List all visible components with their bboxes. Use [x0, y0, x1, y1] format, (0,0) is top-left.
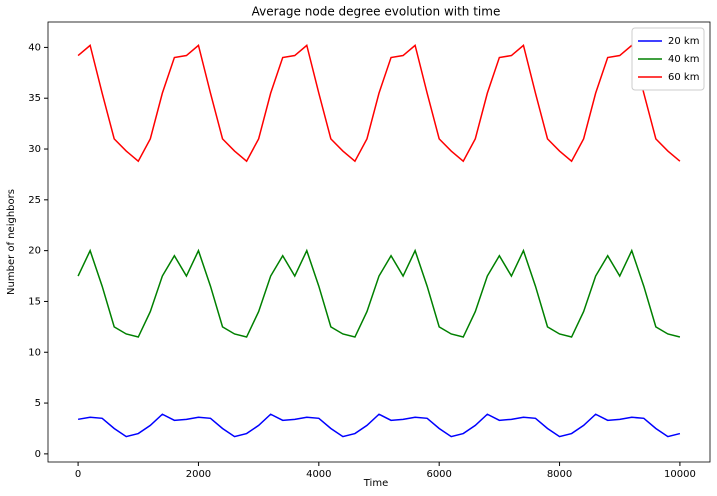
legend-box	[631, 27, 705, 91]
y-tick-label: 15	[28, 296, 41, 307]
y-tick-label: 0	[35, 449, 41, 460]
y-tick-label: 30	[28, 144, 41, 155]
x-tick-label: 8000	[547, 469, 572, 480]
y-tick-label: 10	[28, 347, 41, 358]
chart-title: Average node degree evolution with time	[252, 5, 501, 19]
x-tick-label: 6000	[426, 469, 451, 480]
plot-frame	[47, 21, 711, 463]
data-line	[77, 44, 681, 163]
y-tick-label: 25	[28, 195, 41, 206]
x-tick-label: 10000	[664, 469, 696, 480]
x-tick-label: 0	[75, 469, 81, 480]
x-tick-label: 2000	[186, 469, 211, 480]
x-tick-label: 4000	[306, 469, 331, 480]
y-tick-label: 35	[28, 93, 41, 104]
x-axis-label: Time	[363, 478, 388, 489]
legend-label: 20 km	[668, 36, 699, 47]
y-tick-label: 5	[35, 398, 41, 409]
y-tick-label: 20	[28, 246, 41, 257]
y-axis-label: Number of neighbors	[6, 189, 17, 295]
y-tick-label: 40	[28, 42, 41, 53]
data-line	[77, 413, 681, 438]
data-line	[77, 248, 681, 338]
legend-label: 60 km	[668, 72, 699, 83]
legend-label: 40 km	[668, 54, 699, 65]
